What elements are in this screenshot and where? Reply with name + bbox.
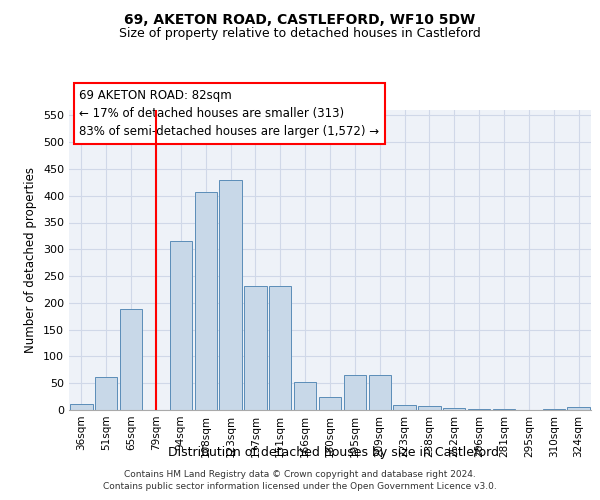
Bar: [244, 286, 266, 410]
Bar: [368, 375, 391, 410]
Bar: [294, 382, 316, 410]
Bar: [170, 242, 192, 410]
Text: Size of property relative to detached houses in Castleford: Size of property relative to detached ho…: [119, 28, 481, 40]
Text: 69 AKETON ROAD: 82sqm
← 17% of detached houses are smaller (313)
83% of semi-det: 69 AKETON ROAD: 82sqm ← 17% of detached …: [79, 89, 380, 138]
Bar: [95, 377, 118, 410]
Bar: [568, 408, 590, 410]
Bar: [344, 375, 366, 410]
Bar: [70, 404, 92, 410]
Text: Distribution of detached houses by size in Castleford: Distribution of detached houses by size …: [167, 446, 499, 459]
Y-axis label: Number of detached properties: Number of detached properties: [25, 167, 37, 353]
Bar: [120, 310, 142, 410]
Bar: [220, 180, 242, 410]
Bar: [194, 192, 217, 410]
Bar: [319, 396, 341, 410]
Text: 69, AKETON ROAD, CASTLEFORD, WF10 5DW: 69, AKETON ROAD, CASTLEFORD, WF10 5DW: [124, 12, 476, 26]
Bar: [443, 408, 466, 410]
Bar: [394, 404, 416, 410]
Text: Contains HM Land Registry data © Crown copyright and database right 2024.: Contains HM Land Registry data © Crown c…: [124, 470, 476, 479]
Bar: [418, 406, 440, 410]
Bar: [269, 286, 292, 410]
Text: Contains public sector information licensed under the Open Government Licence v3: Contains public sector information licen…: [103, 482, 497, 491]
